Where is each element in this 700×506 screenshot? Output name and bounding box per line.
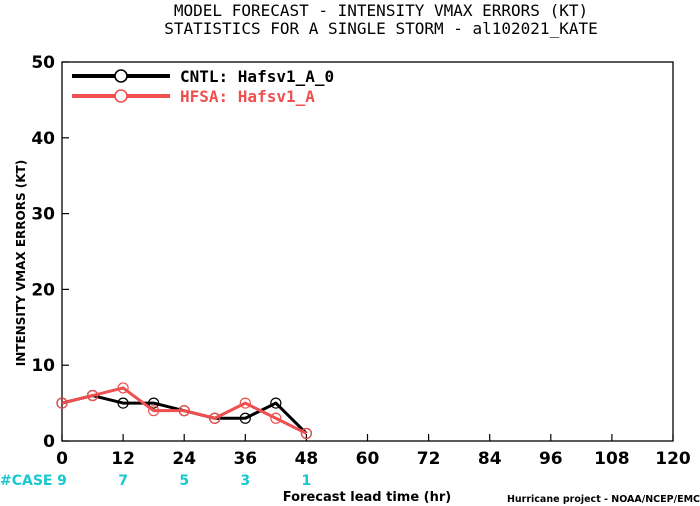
chart-title: MODEL FORECAST - INTENSITY VMAX ERRORS (… (174, 1, 588, 20)
y-tick-label: 0 (43, 432, 55, 452)
data-point (300, 427, 312, 440)
x-tick-label: 96 (539, 449, 563, 469)
y-tick-label: 30 (31, 205, 55, 225)
data-point (148, 397, 160, 409)
legend-label: HFSA: Hafsv1_A (180, 87, 315, 106)
x-tick-label: 108 (594, 449, 630, 469)
chart-subtitle: STATISTICS FOR A SINGLE STORM - al102021… (164, 19, 597, 38)
case-count: 7 (118, 473, 128, 489)
case-header: #CASE (0, 473, 53, 489)
axes: 0 12 24 36 48 60 72 84 96 108 120 0 10 20 30 40 50 (31, 53, 691, 469)
case-count: 3 (240, 473, 250, 489)
data-point (209, 412, 221, 424)
case-count: 5 (179, 473, 189, 489)
data-point (239, 412, 251, 424)
data-point (56, 397, 68, 409)
x-axis-label: Forecast lead time (hr) (283, 490, 451, 505)
series-line-2 (61, 386, 308, 435)
y-axis-label: INTENSITY VMAX ERRORS (KT) (14, 160, 28, 366)
x-tick-label: 120 (655, 449, 691, 469)
data-point (86, 389, 99, 402)
case-count: 1 (302, 473, 312, 489)
data-point (270, 397, 282, 409)
data-point (178, 405, 190, 417)
data-point (148, 405, 160, 417)
credit-text: Hurricane project - NOAA/NCEP/EMC (507, 494, 700, 505)
case-counts: #CASE 9 7 5 3 1 (0, 473, 311, 489)
x-tick-label: 0 (56, 449, 68, 469)
x-tick-label: 84 (478, 449, 502, 469)
series-layer (56, 382, 312, 440)
case-count: 9 (57, 473, 67, 489)
legend-marker (114, 89, 128, 103)
data-point (117, 382, 129, 394)
x-tick-label: 24 (172, 449, 196, 469)
x-tick-label: 36 (233, 449, 257, 469)
y-tick-label: 10 (31, 356, 55, 376)
data-point (270, 412, 282, 424)
data-point (117, 397, 129, 409)
x-tick-label: 12 (111, 449, 135, 469)
x-tick-label: 72 (417, 449, 441, 469)
data-point (239, 397, 251, 409)
legend-marker (114, 69, 128, 83)
y-tick-label: 20 (31, 280, 55, 300)
plot-frame (61, 61, 674, 442)
x-tick-label: 48 (295, 449, 319, 469)
y-tick-label: 40 (31, 129, 55, 149)
y-tick-label: 50 (31, 53, 55, 73)
x-tick-label: 60 (356, 449, 380, 469)
legend-label: CNTL: Hafsv1_A_0 (180, 67, 334, 86)
